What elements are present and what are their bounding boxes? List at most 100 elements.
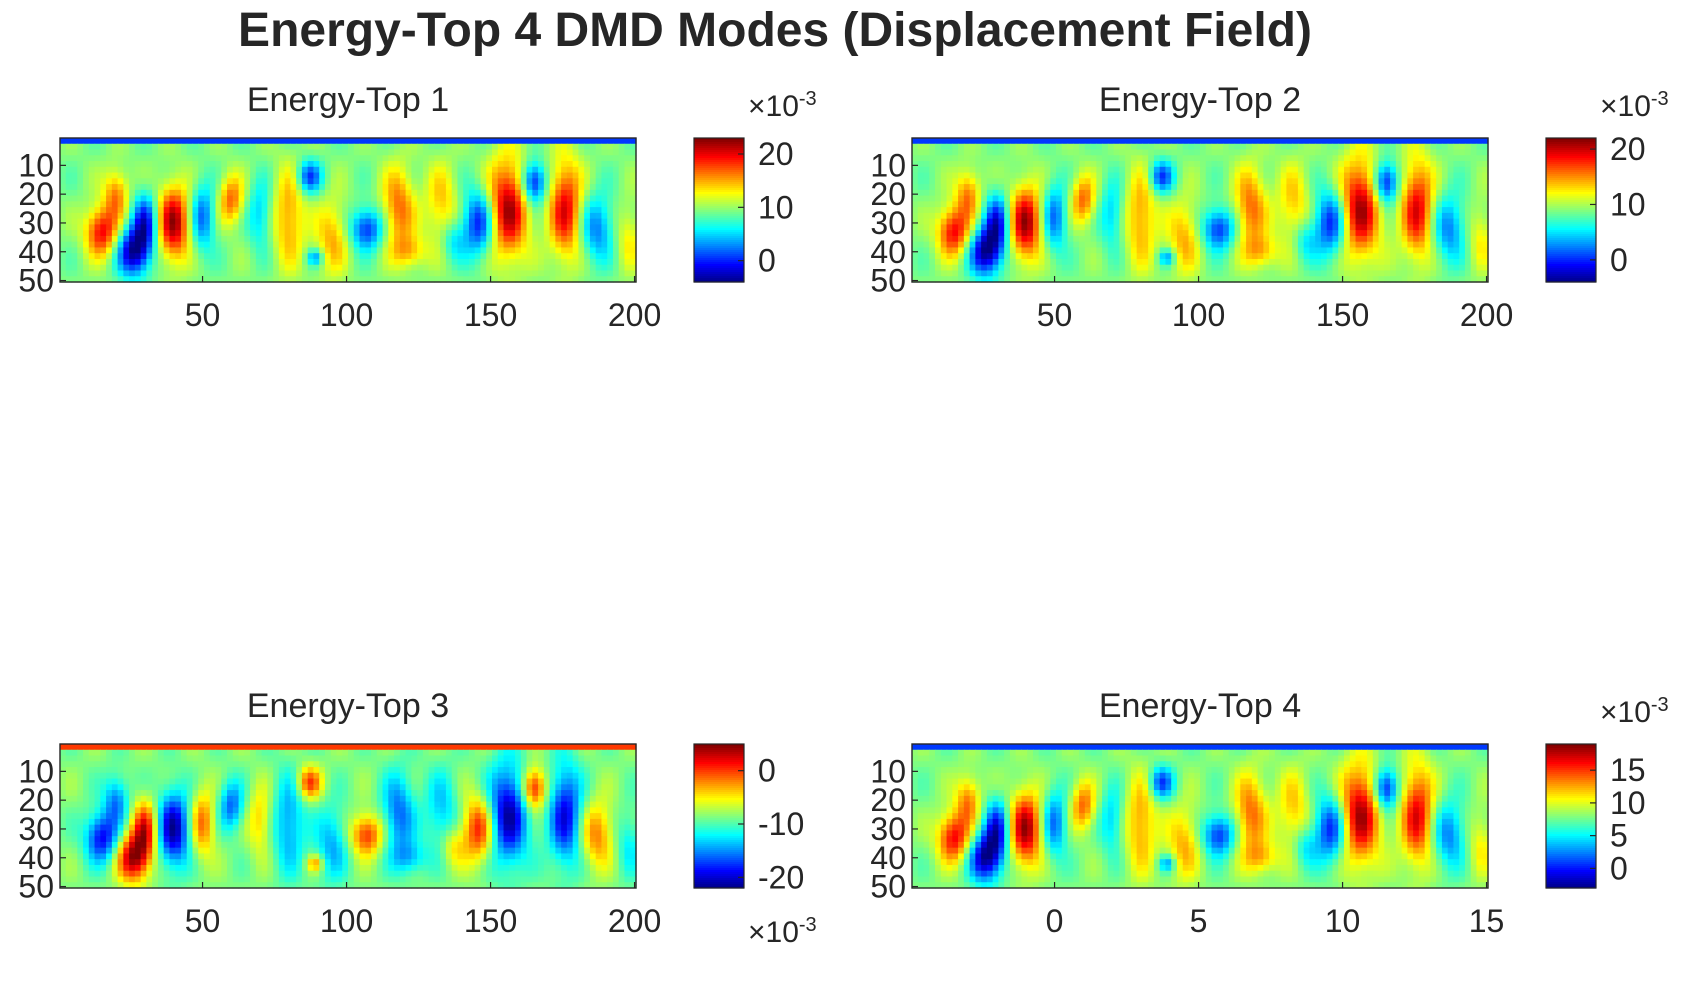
heatmap-cell — [607, 167, 613, 173]
heatmap-cell — [1453, 155, 1459, 161]
heatmap-cell — [227, 253, 233, 259]
heatmap-cell — [1114, 167, 1120, 173]
heatmap-cell — [365, 207, 371, 213]
heatmap-cell — [567, 173, 573, 179]
heatmap-cell — [1039, 161, 1045, 167]
heatmap-cell — [1281, 224, 1287, 230]
heatmap-cell — [1252, 155, 1258, 161]
heatmap-cell — [1010, 173, 1016, 179]
heatmap-cell — [578, 259, 584, 265]
heatmap-cell — [561, 144, 567, 150]
heatmap-cell — [1344, 213, 1350, 219]
heatmap-cell — [1407, 144, 1413, 150]
heatmap-cell — [60, 265, 66, 271]
heatmap-cell — [221, 224, 227, 230]
heatmap-cell — [486, 138, 492, 144]
heatmap-cell — [998, 247, 1004, 253]
heatmap-cell — [129, 144, 135, 150]
heatmap-cell — [411, 190, 417, 196]
heatmap-cell — [1476, 144, 1482, 150]
heatmap-cell — [1160, 190, 1166, 196]
heatmap-cell — [1413, 224, 1419, 230]
heatmap-cell — [77, 213, 83, 219]
heatmap-cell — [1246, 144, 1252, 150]
heatmap-cell — [1361, 178, 1367, 184]
heatmap-cell — [918, 270, 924, 276]
heatmap-cell — [475, 184, 481, 190]
heatmap-cell — [1119, 242, 1125, 248]
heatmap-cell — [60, 201, 66, 207]
heatmap-cell — [83, 207, 89, 213]
heatmap-cell — [313, 173, 319, 179]
heatmap-cell — [981, 138, 987, 144]
heatmap-cell — [1033, 173, 1039, 179]
heatmap-cell — [532, 259, 538, 265]
heatmap-cell — [498, 144, 504, 150]
heatmap-cell — [1102, 247, 1108, 253]
heatmap-cell — [1286, 236, 1292, 242]
heatmap-cell — [256, 213, 262, 219]
heatmap-cell — [400, 213, 406, 219]
heatmap-cell — [584, 265, 590, 271]
heatmap-cell — [1476, 184, 1482, 190]
heatmap-cell — [331, 161, 337, 167]
heatmap-cell — [1010, 265, 1016, 271]
heatmap-cell — [256, 196, 262, 202]
heatmap-cell — [106, 230, 112, 236]
heatmap-cell — [250, 270, 256, 276]
heatmap-cell — [400, 155, 406, 161]
heatmap-cell — [1056, 196, 1062, 202]
heatmap-cell — [1200, 138, 1206, 144]
heatmap-cell — [1068, 138, 1074, 144]
heatmap-cell — [624, 224, 630, 230]
heatmap-cell — [118, 167, 124, 173]
heatmap-cell — [578, 236, 584, 242]
heatmap-cell — [998, 144, 1004, 150]
heatmap-cell — [918, 207, 924, 213]
heatmap-cell — [1453, 190, 1459, 196]
heatmap-cell — [567, 201, 573, 207]
heatmap-cell — [187, 155, 193, 161]
heatmap-cell — [89, 155, 95, 161]
heatmap-cell — [1476, 253, 1482, 259]
heatmap-cell — [975, 236, 981, 242]
heatmap-cell — [1263, 155, 1269, 161]
heatmap-cell — [1252, 236, 1258, 242]
heatmap-cell — [348, 150, 354, 156]
heatmap-cell — [1356, 150, 1362, 156]
heatmap-cell — [1091, 144, 1097, 150]
heatmap-cell — [1240, 236, 1246, 242]
heatmap-cell — [509, 270, 515, 276]
heatmap-cell — [981, 150, 987, 156]
heatmap-cell — [1050, 138, 1056, 144]
heatmap-cell — [279, 253, 285, 259]
heatmap-cell — [498, 190, 504, 196]
heatmap-cell — [227, 161, 233, 167]
heatmap-cell — [221, 236, 227, 242]
heatmap-cell — [1413, 236, 1419, 242]
heatmap-cell — [302, 161, 308, 167]
heatmap-cell — [273, 247, 279, 253]
heatmap-cell — [129, 173, 135, 179]
heatmap-cell — [279, 219, 285, 225]
heatmap-cell — [1442, 259, 1448, 265]
heatmap-cell — [1004, 236, 1010, 242]
heatmap-cell — [1160, 196, 1166, 202]
heatmap-cell — [296, 219, 302, 225]
heatmap-cell — [123, 178, 129, 184]
heatmap-cell — [1430, 242, 1436, 248]
heatmap-cell — [112, 138, 118, 144]
heatmap-cell — [1200, 173, 1206, 179]
heatmap-cell — [924, 207, 930, 213]
heatmap-cell — [388, 207, 394, 213]
heatmap-cell — [239, 247, 245, 253]
heatmap-cell — [129, 178, 135, 184]
heatmap-cell — [475, 265, 481, 271]
heatmap-cell — [1350, 184, 1356, 190]
heatmap-cell — [308, 265, 314, 271]
heatmap-cell — [475, 219, 481, 225]
heatmap-cell — [1235, 150, 1241, 156]
heatmap-cell — [929, 219, 935, 225]
heatmap-cell — [527, 144, 533, 150]
